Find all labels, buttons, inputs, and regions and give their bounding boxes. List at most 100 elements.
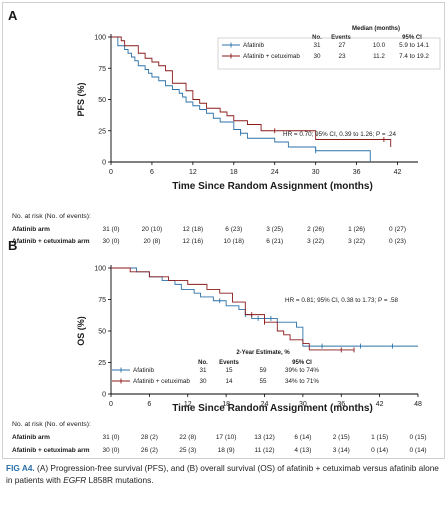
y-tick-label: 50 xyxy=(98,329,106,336)
legend-no: 30 xyxy=(313,53,321,60)
risk-row-label: Afatinib + cetuximab arm xyxy=(12,447,90,454)
x-tick-label: 30 xyxy=(312,169,320,176)
series-line-afatinib xyxy=(111,36,371,162)
risk-value: 20 (10) xyxy=(142,226,163,233)
legend-no: 31 xyxy=(313,42,321,49)
risk-value: 3 (25) xyxy=(266,226,283,233)
chart-canvas: A 0 25 50 75 100 0 6 12 18 24 30 36 42 PFS (%) Time Sin… xyxy=(8,8,441,454)
risk-value: 25 (3) xyxy=(179,447,196,454)
risk-value: 1 (15) xyxy=(371,434,388,441)
caption-gene: EGFR xyxy=(63,475,87,485)
risk-value: 26 (2) xyxy=(141,447,158,454)
x-tick-label: 0 xyxy=(109,401,113,408)
legend-median: 55 xyxy=(259,378,267,385)
risk-value: 0 (14) xyxy=(371,447,388,454)
x-tick-label: 24 xyxy=(271,169,279,176)
risk-value: 0 (23) xyxy=(389,238,406,245)
panel-letter: A xyxy=(8,8,18,23)
x-tick-label: 42 xyxy=(394,169,402,176)
legend-median: 59 xyxy=(259,367,267,374)
hr-annotation: HR = 0.70; 95% CI, 0.39 to 1.26; P = .24 xyxy=(283,131,396,138)
legend-ci: 5.9 to 14.1 xyxy=(399,42,429,49)
series-line-afatinib-cetuximab xyxy=(111,36,392,147)
risk-value: 30 (0) xyxy=(103,238,120,245)
risk-value: 11 (12) xyxy=(254,447,274,454)
y-tick-label: 50 xyxy=(98,97,106,104)
x-tick-label: 12 xyxy=(189,169,197,176)
risk-value: 2 (15) xyxy=(333,434,350,441)
caption-text-2: L858R mutations. xyxy=(86,475,154,485)
legend-label: Afatinib xyxy=(243,42,265,49)
x-tick-label: 36 xyxy=(337,401,345,408)
legend-ci: 39% to 74% xyxy=(285,367,319,374)
risk-value: 10 (18) xyxy=(223,238,244,245)
risk-value: 4 (13) xyxy=(294,447,311,454)
risk-value: 0 (27) xyxy=(389,226,406,233)
x-tick-label: 0 xyxy=(109,169,113,176)
legend-events: 15 xyxy=(225,367,233,374)
x-axis-label: Time Since Random Assignment (months) xyxy=(172,403,373,414)
risk-value: 3 (22) xyxy=(348,238,365,245)
y-tick-label: 75 xyxy=(98,66,106,73)
y-tick-label: 25 xyxy=(98,360,106,367)
risk-value: 3 (22) xyxy=(307,238,324,245)
y-tick-label: 75 xyxy=(98,297,106,304)
risk-row-label: Afatinib arm xyxy=(12,434,50,441)
risk-value: 6 (23) xyxy=(225,226,242,233)
risk-row-label: Afatinib arm xyxy=(12,226,50,233)
legend-label: Afatinib + cetuximab xyxy=(243,53,300,60)
risk-value: 0 (15) xyxy=(410,434,427,441)
y-axis-label: PFS (%) xyxy=(76,82,86,116)
legend-events: 23 xyxy=(338,53,346,60)
risk-value: 22 (8) xyxy=(179,434,196,441)
panel-b: B 0 25 50 75 100 0 6 12 18 24 30 36 42 48 OS (%) Time Si… xyxy=(8,238,426,454)
y-tick-label: 0 xyxy=(102,160,106,167)
y-tick-label: 25 xyxy=(98,128,106,135)
legend-no: 31 xyxy=(199,367,207,374)
risk-value: 12 (18) xyxy=(183,226,204,233)
risk-value: 20 (8) xyxy=(143,238,160,245)
table-header-median: 2-Year Estimate, % xyxy=(236,350,290,356)
x-tick-label: 36 xyxy=(353,169,361,176)
legend-label: Afatinib + cetuximab xyxy=(133,378,190,385)
x-tick-label: 48 xyxy=(414,401,422,408)
x-tick-label: 12 xyxy=(184,401,192,408)
risk-table-title: No. at risk (No. of events): xyxy=(12,213,91,220)
table-header-events: Events xyxy=(219,360,239,366)
legend-ci: 7.4 to 19.2 xyxy=(399,53,429,60)
series-line-afatinib xyxy=(111,267,418,347)
figure-caption: FIG A4. (A) Progression-free survival (P… xyxy=(6,462,442,486)
risk-value: 13 (12) xyxy=(254,434,275,441)
caption-label: FIG A4. xyxy=(6,463,35,473)
risk-value: 12 (16) xyxy=(183,238,204,245)
risk-row-label: Afatinib + cetuximab arm xyxy=(12,238,90,245)
y-axis-label: OS (%) xyxy=(76,316,86,346)
figure-frame xyxy=(2,2,445,459)
legend-box xyxy=(217,37,441,70)
legend-no: 30 xyxy=(199,378,207,385)
risk-value: 31 (0) xyxy=(103,434,120,441)
risk-value: 6 (14) xyxy=(294,434,311,441)
table-header-no: No. xyxy=(198,360,208,366)
risk-value: 3 (14) xyxy=(333,447,350,454)
x-tick-label: 24 xyxy=(261,401,269,408)
legend-events: 27 xyxy=(338,42,346,49)
panel-letter: B xyxy=(8,238,17,253)
y-tick-label: 100 xyxy=(94,35,106,42)
risk-value: 6 (21) xyxy=(266,238,283,245)
series-line-afatinib-cetuximab xyxy=(111,267,355,351)
legend-median: 11.2 xyxy=(373,53,385,60)
risk-value: 28 (2) xyxy=(141,434,158,441)
table-header-median: Median (months) xyxy=(352,26,400,32)
legend-ci: 34% to 71% xyxy=(285,378,319,385)
risk-value: 18 (9) xyxy=(218,447,235,454)
risk-value: 17 (10) xyxy=(216,434,237,441)
x-tick-label: 42 xyxy=(376,401,384,408)
hr-annotation: HR = 0.81; 95% CI, 0.38 to 1.73; P = .58 xyxy=(285,297,398,304)
y-tick-label: 100 xyxy=(94,266,106,273)
x-tick-label: 18 xyxy=(222,401,230,408)
x-axis-label: Time Since Random Assignment (months) xyxy=(172,181,373,192)
risk-value: 30 (0) xyxy=(103,447,120,454)
legend-events: 14 xyxy=(225,378,233,385)
